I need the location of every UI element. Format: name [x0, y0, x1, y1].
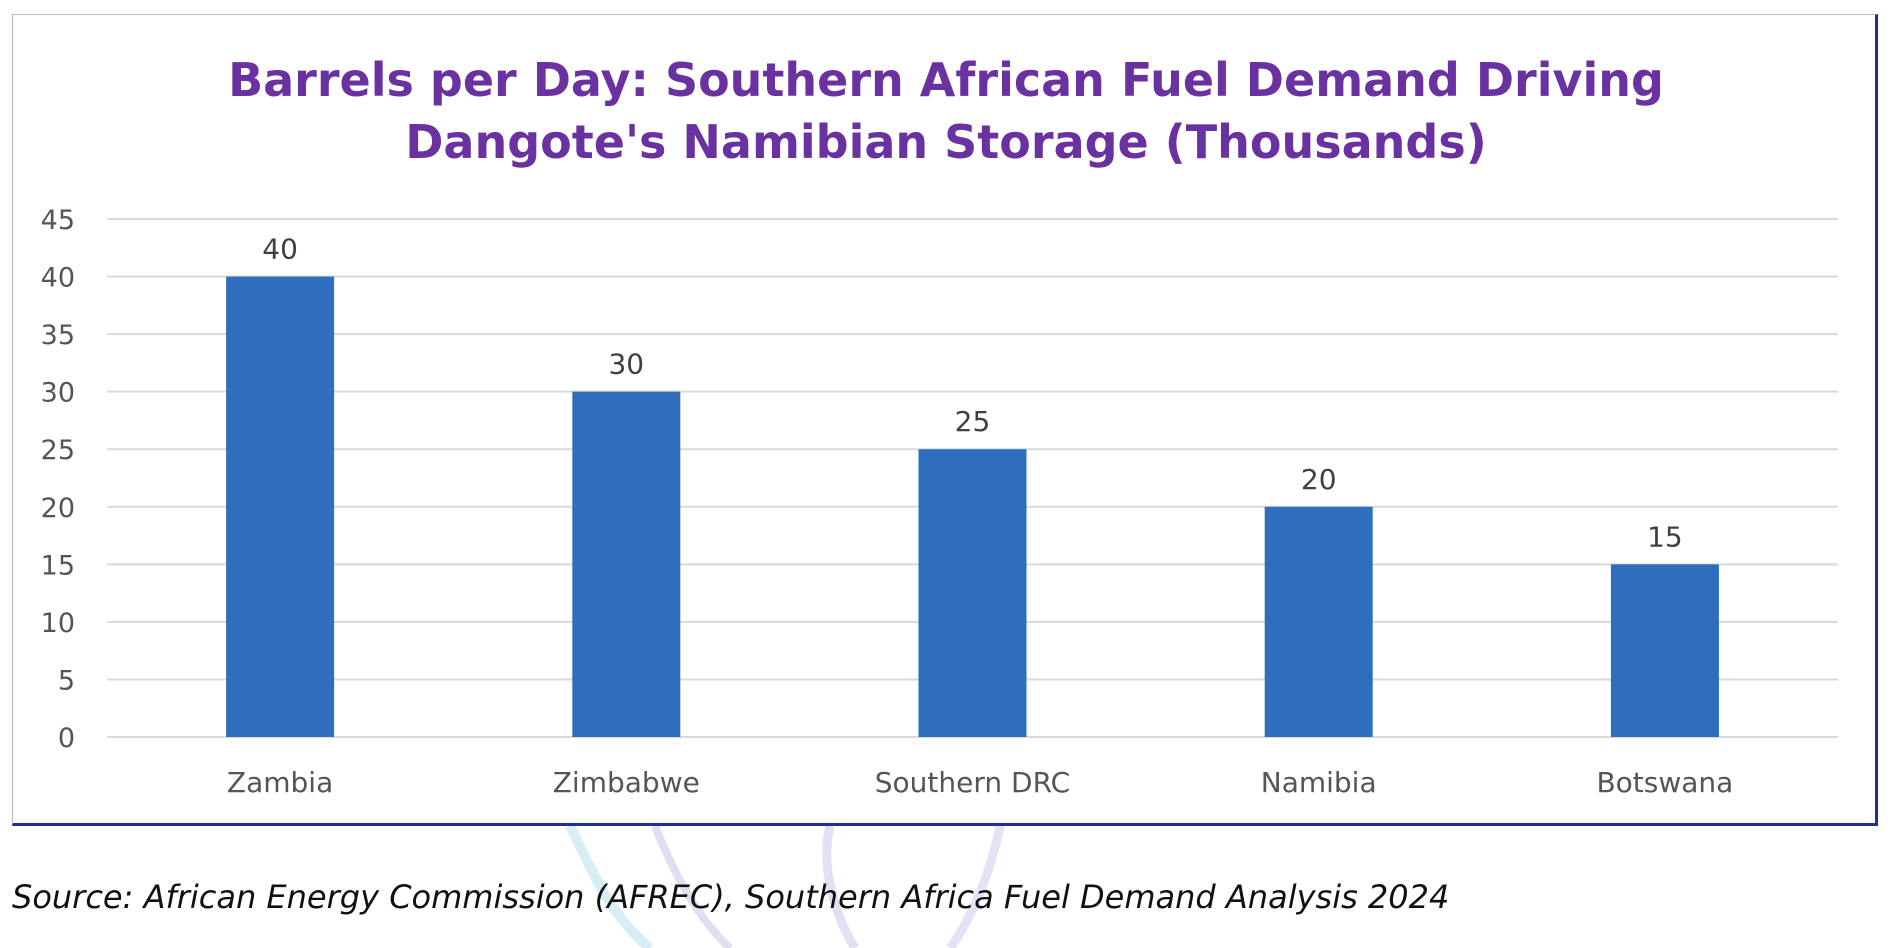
bar-southern-drc [918, 449, 1027, 737]
x-category-label: Botswana [1596, 766, 1733, 799]
source-note: Source: African Energy Commission (AFREC… [12, 878, 1450, 916]
y-tick-label: 20 [41, 493, 75, 524]
bar-zambia [226, 276, 335, 737]
data-labels: 40 30 25 20 15 [262, 233, 1682, 554]
bar-botswana [1610, 564, 1719, 737]
y-tick-label: 45 [41, 205, 75, 236]
x-category-label: Southern DRC [875, 766, 1070, 799]
y-tick-label: 5 [58, 665, 75, 696]
data-label: 30 [608, 348, 644, 381]
y-tick-label: 25 [41, 435, 75, 466]
bar-zimbabwe [572, 391, 681, 737]
data-label: 15 [1647, 520, 1683, 553]
data-label: 40 [262, 233, 298, 266]
x-axis-categories: Zambia Zimbabwe Southern DRC Namibia Botswan… [227, 766, 1733, 799]
x-category-label: Zimbabwe [553, 766, 700, 799]
y-tick-label: 15 [41, 550, 75, 581]
y-tick-label: 30 [41, 378, 75, 409]
chart-container: Barrels per Day: Southern African Fuel D… [12, 14, 1878, 826]
y-tick-label: 0 [58, 723, 75, 754]
x-category-label: Namibia [1261, 766, 1377, 799]
y-tick-label: 35 [41, 320, 75, 351]
y-axis-ticks: 0 5 10 15 20 25 30 35 40 45 [41, 205, 75, 754]
bar-chart: 0 5 10 15 20 25 30 35 40 45 40 30 25 20 15 Zambia Zimb… [41, 205, 1838, 799]
bars [226, 276, 1719, 737]
chart-title-line-2: Dangote's Namibian Storage (Thousands) [405, 115, 1487, 169]
y-tick-label: 10 [41, 608, 75, 639]
x-category-label: Zambia [227, 766, 333, 799]
data-label: 25 [955, 405, 991, 438]
y-tick-label: 40 [41, 263, 75, 294]
bar-namibia [1264, 506, 1373, 737]
chart-title-line-1: Barrels per Day: Southern African Fuel D… [228, 53, 1664, 107]
chart-title: Barrels per Day: Southern African Fuel D… [13, 49, 1879, 173]
data-label: 20 [1301, 463, 1337, 496]
